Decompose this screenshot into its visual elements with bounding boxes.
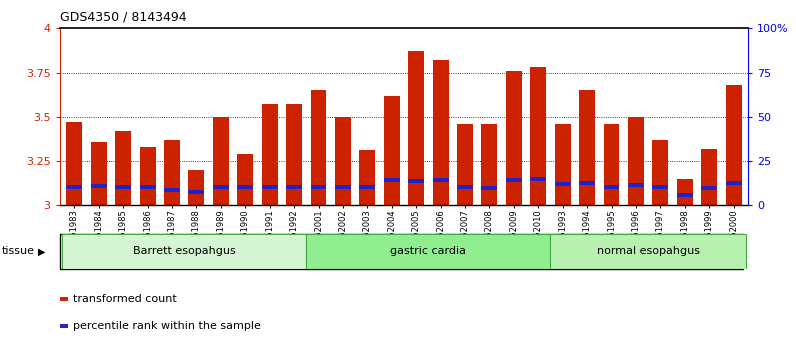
Bar	[189, 170, 205, 205]
Text: transformed count: transformed count	[73, 294, 178, 304]
Bar	[457, 185, 473, 188]
Bar	[603, 124, 619, 205]
Bar	[677, 179, 693, 205]
Bar	[91, 184, 107, 188]
Bar	[433, 178, 448, 182]
Bar	[530, 177, 546, 181]
Bar	[579, 181, 595, 185]
Bar	[91, 142, 107, 205]
Bar	[360, 185, 375, 188]
Bar	[262, 185, 278, 188]
Bar	[62, 234, 306, 269]
Bar	[384, 178, 400, 182]
Bar	[408, 179, 424, 183]
Text: normal esopahgus: normal esopahgus	[597, 246, 700, 256]
Bar	[60, 297, 68, 301]
Bar	[213, 185, 228, 188]
Bar	[262, 104, 278, 205]
Bar	[310, 185, 326, 188]
Text: Barrett esopahgus: Barrett esopahgus	[133, 246, 236, 256]
Bar	[603, 185, 619, 188]
Bar	[628, 183, 644, 187]
Bar	[360, 150, 375, 205]
Bar	[677, 193, 693, 197]
Bar	[189, 190, 205, 194]
Bar	[139, 185, 155, 188]
Text: gastric cardia: gastric cardia	[390, 246, 466, 256]
Bar	[628, 117, 644, 205]
Bar	[213, 117, 228, 205]
Bar	[482, 186, 498, 190]
Bar	[653, 185, 669, 188]
Bar	[433, 60, 448, 205]
Bar	[726, 181, 742, 185]
Bar	[115, 131, 131, 205]
Bar	[701, 149, 717, 205]
Bar	[653, 140, 669, 205]
Bar	[579, 90, 595, 205]
Bar	[335, 117, 351, 205]
Bar	[286, 185, 302, 188]
Bar	[701, 186, 717, 190]
Bar	[237, 185, 253, 188]
Text: GDS4350 / 8143494: GDS4350 / 8143494	[60, 11, 186, 24]
Bar	[164, 188, 180, 192]
Bar	[551, 234, 746, 269]
Bar	[66, 122, 82, 205]
Text: tissue: tissue	[2, 246, 34, 256]
Text: percentile rank within the sample: percentile rank within the sample	[73, 321, 261, 331]
Bar	[306, 234, 551, 269]
Bar	[506, 71, 522, 205]
Bar	[115, 185, 131, 188]
Bar	[726, 85, 742, 205]
Bar	[335, 185, 351, 188]
Bar	[310, 90, 326, 205]
Bar	[530, 67, 546, 205]
Bar	[384, 96, 400, 205]
Bar	[139, 147, 155, 205]
Bar	[555, 182, 571, 186]
Bar	[60, 324, 68, 328]
Bar	[286, 104, 302, 205]
Bar	[164, 140, 180, 205]
Bar	[66, 185, 82, 188]
Bar	[457, 124, 473, 205]
Bar	[237, 154, 253, 205]
Text: ▶: ▶	[38, 246, 45, 256]
Bar	[408, 51, 424, 205]
Bar	[555, 124, 571, 205]
Bar	[506, 178, 522, 182]
Bar	[482, 124, 498, 205]
